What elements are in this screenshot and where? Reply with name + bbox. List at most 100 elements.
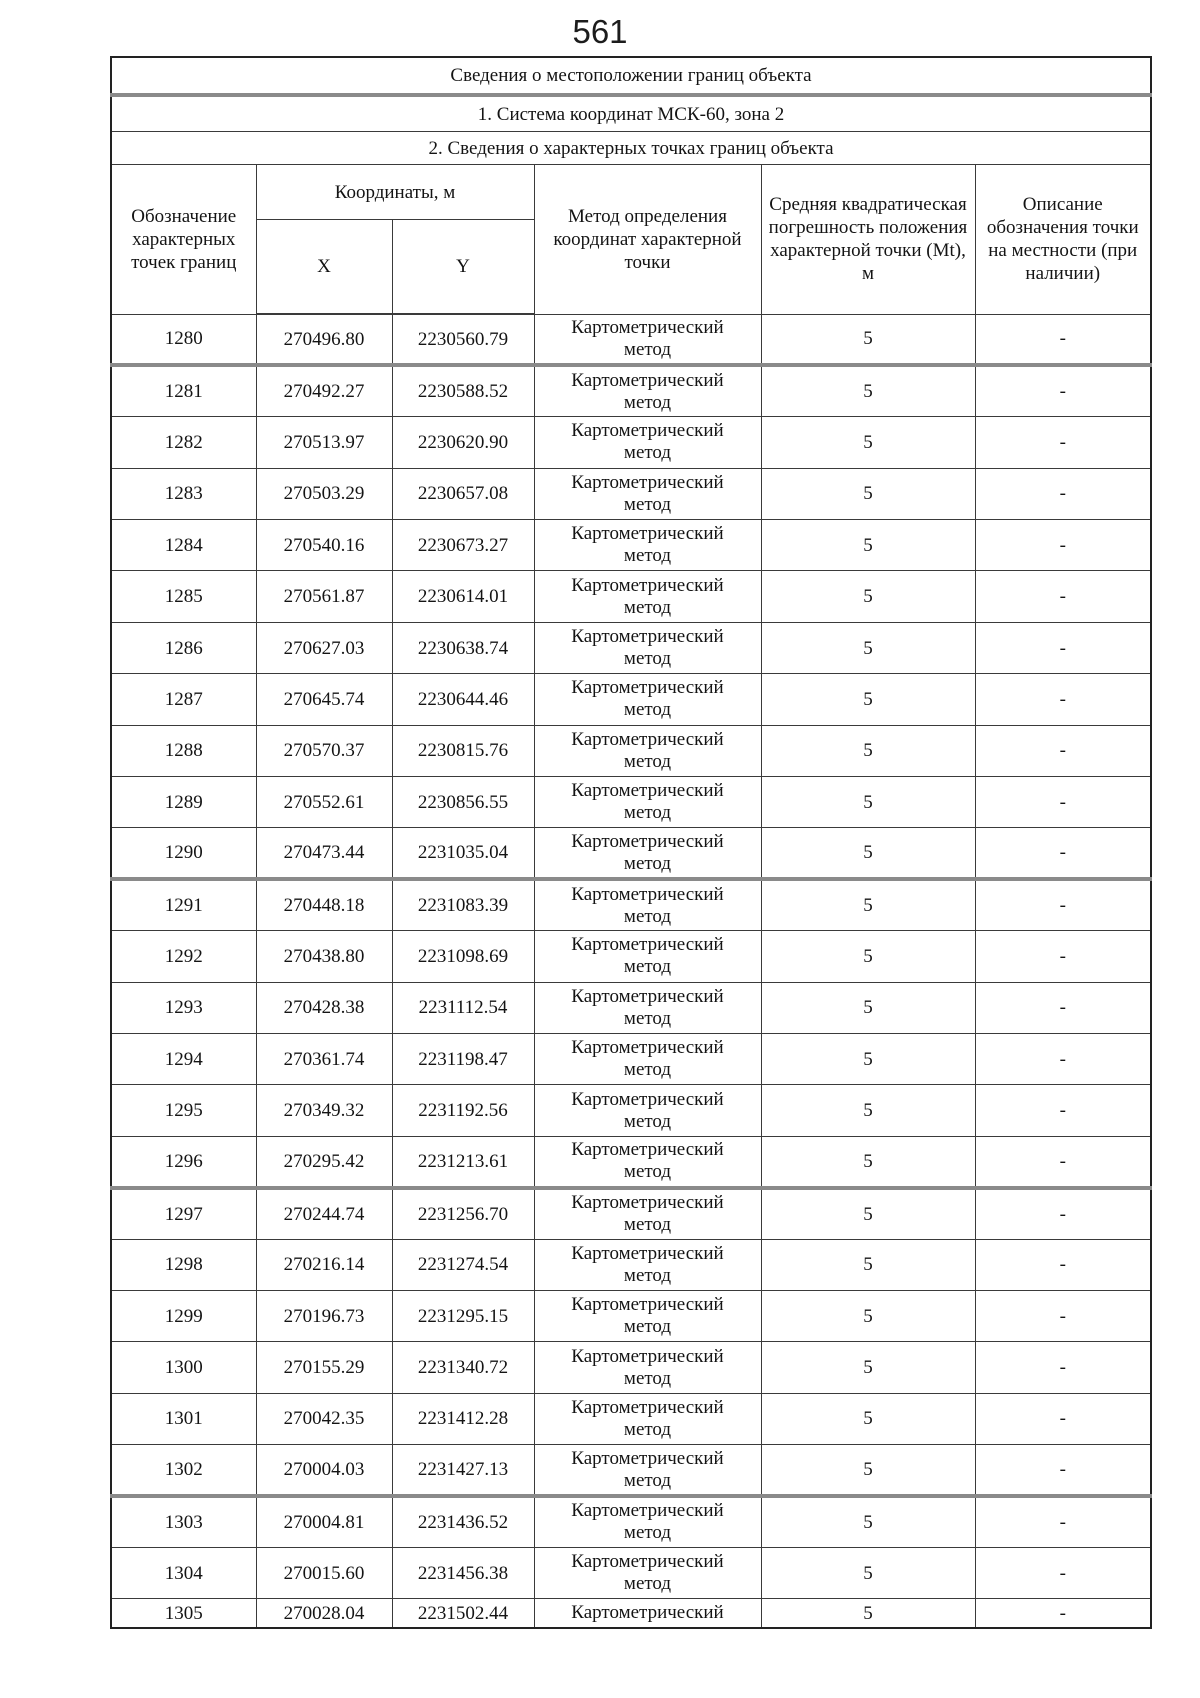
description-cell: -	[974, 1392, 1152, 1446]
description-cell: -	[974, 570, 1152, 623]
point-row: 1291 270448.18 2231083.39 Картометрический м…	[110, 878, 1152, 932]
description-cell: -	[974, 878, 1152, 932]
y-coordinate-cell: 2231035.04	[391, 827, 535, 882]
point-row: 1292 270438.80 2231098.69 Картометрический м…	[110, 930, 1152, 983]
description-cell: -	[974, 827, 1152, 882]
description-cell: -	[974, 673, 1152, 726]
column-header-description: Описание обозначения точки на местности …	[974, 164, 1152, 315]
mt-error-cell: 5	[760, 519, 976, 572]
method-cell: Картометрический метод	[533, 878, 762, 932]
description-cell: -	[974, 1546, 1152, 1600]
x-coordinate-cell: 270244.74	[255, 1187, 393, 1240]
method-cell: Картометрический метод	[533, 1238, 762, 1291]
description-cell: -	[974, 1187, 1152, 1240]
point-id-cell: 1303	[110, 1495, 257, 1548]
point-row: 1283 270503.29 2230657.08 Картометрический м…	[110, 467, 1152, 521]
column-header-y: Y	[391, 219, 535, 315]
column-headers-row-top: Обозначение характерных точек границ Коо…	[110, 164, 1152, 315]
point-row: 1302 270004.03 2231427.13 Картометрический м…	[110, 1444, 1152, 1498]
method-cell: Картометрический метод	[533, 930, 762, 983]
point-id-cell: 1286	[110, 621, 257, 675]
point-id-cell: 1281	[110, 364, 257, 418]
point-row: 1301 270042.35 2231412.28 Картометрический м…	[110, 1392, 1152, 1446]
point-id-cell: 1292	[110, 930, 257, 983]
mt-error-cell: 5	[760, 930, 976, 983]
description-cell: -	[974, 1032, 1152, 1086]
point-id-cell: 1304	[110, 1546, 257, 1600]
x-coordinate-cell: 270295.42	[255, 1135, 393, 1190]
mt-error-cell: 5	[760, 878, 976, 932]
point-row: 1284 270540.16 2230673.27 Картометрический м…	[110, 519, 1152, 572]
description-cell: -	[974, 1084, 1152, 1137]
y-coordinate-cell: 2230614.01	[391, 570, 535, 623]
description-cell: -	[974, 981, 1152, 1034]
method-cell: Картометрический метод	[533, 1392, 762, 1446]
description-cell: -	[974, 1444, 1152, 1498]
point-id-cell: 1295	[110, 1084, 257, 1137]
mt-error-cell: 5	[760, 1084, 976, 1137]
mt-error-cell: 5	[760, 673, 976, 726]
description-cell: -	[974, 1238, 1152, 1291]
point-id-cell: 1289	[110, 776, 257, 829]
method-cell: Картометрический метод	[533, 416, 762, 469]
point-id-cell: 1301	[110, 1392, 257, 1446]
point-id-cell: 1293	[110, 981, 257, 1034]
y-coordinate-cell: 2230560.79	[391, 313, 535, 368]
mt-error-cell: 5	[760, 1546, 976, 1600]
description-cell: -	[974, 313, 1152, 368]
point-id-cell: 1290	[110, 827, 257, 882]
mt-error-cell: 5	[760, 1032, 976, 1086]
point-row: 1299 270196.73 2231295.15 Картометрический м…	[110, 1289, 1152, 1343]
mt-error-cell: 5	[760, 724, 976, 778]
method-cell: Картометрический метод	[533, 1341, 762, 1394]
x-coordinate-cell: 270496.80	[255, 313, 393, 368]
x-coordinate-cell: 270448.18	[255, 878, 393, 932]
x-coordinate-cell: 270028.04	[255, 1598, 393, 1629]
point-row: 1303 270004.81 2231436.52 Картометрический м…	[110, 1495, 1152, 1548]
method-cell: Картометрический метод	[533, 1495, 762, 1548]
boundary-points-table: Сведения о местоположении границ объекта…	[110, 56, 1152, 1629]
point-id-cell: 1296	[110, 1135, 257, 1190]
x-coordinate-cell: 270196.73	[255, 1289, 393, 1343]
y-coordinate-cell: 2231340.72	[391, 1341, 535, 1394]
mt-error-cell: 5	[760, 570, 976, 623]
mt-error-cell: 5	[760, 1392, 976, 1446]
y-coordinate-cell: 2231274.54	[391, 1238, 535, 1291]
description-cell: -	[974, 1495, 1152, 1548]
mt-error-cell: 5	[760, 1135, 976, 1190]
y-coordinate-cell: 2231112.54	[391, 981, 535, 1034]
mt-error-cell: 5	[760, 1341, 976, 1394]
x-coordinate-cell: 270473.44	[255, 827, 393, 882]
mt-error-cell: 5	[760, 1187, 976, 1240]
column-header-point-label: Обозначение характерных точек границ	[110, 164, 257, 315]
y-coordinate-cell: 2231502.44	[391, 1598, 535, 1629]
x-coordinate-cell: 270438.80	[255, 930, 393, 983]
description-cell: -	[974, 467, 1152, 521]
description-cell: -	[974, 1135, 1152, 1190]
mt-error-cell: 5	[760, 827, 976, 882]
y-coordinate-cell: 2230673.27	[391, 519, 535, 572]
section-title: 2. Сведения о характерных точках границ …	[110, 131, 1152, 165]
method-cell: Картометрический метод	[533, 621, 762, 675]
x-coordinate-cell: 270349.32	[255, 1084, 393, 1137]
method-cell: Картометрический метод	[533, 724, 762, 778]
point-id-cell: 1298	[110, 1238, 257, 1291]
x-coordinate-cell: 270015.60	[255, 1546, 393, 1600]
y-coordinate-cell: 2230657.08	[391, 467, 535, 521]
y-coordinate-cell: 2230815.76	[391, 724, 535, 778]
method-cell: Картометрический метод	[533, 776, 762, 829]
mt-error-cell: 5	[760, 981, 976, 1034]
points-tbody: 1280 270496.80 2230560.79 Картометрический м…	[110, 313, 1152, 1629]
y-coordinate-cell: 2231192.56	[391, 1084, 535, 1137]
point-row: 1290 270473.44 2231035.04 Картометрический м…	[110, 827, 1152, 882]
page-number: 561	[572, 13, 628, 50]
mt-error-cell: 5	[760, 416, 976, 469]
point-id-cell: 1297	[110, 1187, 257, 1240]
point-row: 1305 270028.04 2231502.44 Картометрический 5…	[110, 1598, 1152, 1629]
mt-error-cell: 5	[760, 313, 976, 368]
y-coordinate-cell: 2231436.52	[391, 1495, 535, 1548]
point-row: 1293 270428.38 2231112.54 Картометрический м…	[110, 981, 1152, 1034]
description-cell: -	[974, 724, 1152, 778]
x-coordinate-cell: 270552.61	[255, 776, 393, 829]
